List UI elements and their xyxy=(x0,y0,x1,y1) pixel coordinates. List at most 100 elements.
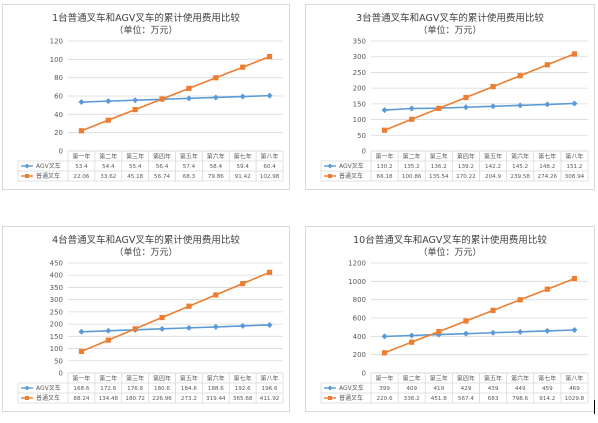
table-data-label: 88.24 xyxy=(73,396,89,402)
data-point-diamond xyxy=(159,325,166,332)
y-tick-label: 350 xyxy=(353,38,366,46)
x-category-label: 第四年 xyxy=(457,375,475,383)
table-data-label: 66.18 xyxy=(377,174,393,180)
legend-series-name: 普通叉车 xyxy=(339,172,363,180)
table-data-label: 439 xyxy=(488,386,499,392)
y-tick-label: 40 xyxy=(54,111,63,119)
data-point-square xyxy=(78,128,85,134)
table-data-label: 136.2 xyxy=(431,164,447,170)
y-tick-label: 0 xyxy=(362,370,366,378)
table-data-label: 798.6 xyxy=(512,396,528,402)
data-point-diamond xyxy=(571,327,578,334)
data-point-square xyxy=(517,297,523,303)
x-category-label: 第六年 xyxy=(511,375,529,383)
data-point-square xyxy=(436,105,442,112)
table-data-label: 319.44 xyxy=(206,396,226,402)
x-category-label: 第八年 xyxy=(565,375,583,383)
x-category-label: 第五年 xyxy=(180,375,198,383)
y-tick-label: 200 xyxy=(50,321,63,329)
x-category-label: 第三年 xyxy=(430,153,448,161)
table-data-label: 365.68 xyxy=(233,396,253,402)
x-category-label: 第四年 xyxy=(153,153,171,161)
y-tick-label: 150 xyxy=(50,333,63,341)
legend-series-name: AGV叉车 xyxy=(339,384,364,392)
data-point-square xyxy=(159,314,165,321)
data-point-diamond xyxy=(212,323,219,330)
y-tick-label: 350 xyxy=(50,284,63,292)
series-line xyxy=(384,53,575,131)
series-line xyxy=(81,55,270,132)
chart-panel-3-forklifts: 3台普通叉车和AGV叉车的累计使用费用比较 （单位：万元） 0 50 100 150 200… xyxy=(305,4,595,190)
legend-key-diamond xyxy=(24,163,30,169)
data-point-square xyxy=(159,96,165,102)
table-data-label: 220.6 xyxy=(377,396,393,402)
data-point-square xyxy=(571,276,578,282)
y-tick-label: 50 xyxy=(54,357,63,365)
y-tick-label: 450 xyxy=(50,260,63,268)
data-point-square xyxy=(132,326,138,332)
y-tick-label: 300 xyxy=(50,296,63,304)
legend-key-diamond xyxy=(327,385,333,391)
text-cursor-icon xyxy=(594,400,595,414)
data-point-diamond xyxy=(571,100,578,107)
data-point-square xyxy=(517,73,523,79)
table-data-label: 134.48 xyxy=(99,396,119,402)
data-point-diamond xyxy=(544,101,551,108)
x-category-label: 第一年 xyxy=(72,375,90,383)
x-category-label: 第八年 xyxy=(565,153,583,161)
table-data-label: 142.2 xyxy=(485,164,501,170)
data-point-diamond xyxy=(266,321,273,328)
y-tick-label: 0 xyxy=(59,370,63,378)
data-point-diamond xyxy=(212,94,219,101)
legend-series-name: AGV叉车 xyxy=(36,384,61,392)
data-point-square xyxy=(490,307,496,313)
data-point-square xyxy=(381,350,388,356)
data-point-diamond xyxy=(78,99,85,106)
data-point-square xyxy=(105,117,111,123)
x-category-label: 第六年 xyxy=(207,375,225,383)
table-data-label: 102.98 xyxy=(260,174,280,180)
table-data-label: 196.6 xyxy=(262,386,278,392)
y-tick-label: 0 xyxy=(362,148,366,156)
chart-panel-4-forklifts: 4台普通叉车和AGV叉车的累计使用费用比较 （单位：万元） 0 50 100 150 200… xyxy=(2,226,290,412)
y-tick-label: 800 xyxy=(353,296,366,304)
chart-svg: 3台普通叉车和AGV叉车的累计使用费用比较（单位：万元） 0 50 100 150 200… xyxy=(320,12,589,182)
y-tick-label: 600 xyxy=(353,315,366,323)
data-point-diamond xyxy=(105,327,112,334)
table-data-label: 172.6 xyxy=(100,386,116,392)
y-tick-label: 1200 xyxy=(348,260,366,268)
y-tick-label: 80 xyxy=(54,74,63,82)
y-tick-label: 200 xyxy=(353,85,366,93)
data-point-square xyxy=(186,303,192,309)
y-tick-label: 100 xyxy=(353,116,366,124)
data-point-diamond xyxy=(239,322,246,329)
data-point-diamond xyxy=(105,98,112,105)
table-data-label: 411.92 xyxy=(260,396,280,402)
data-point-square xyxy=(463,318,469,324)
data-point-square xyxy=(571,51,578,57)
table-data-label: 180.72 xyxy=(125,396,145,402)
table-data-label: 459 xyxy=(542,386,553,392)
x-category-label: 第二年 xyxy=(99,153,117,161)
table-data-label: 419 xyxy=(433,386,444,392)
x-category-label: 第七年 xyxy=(538,375,556,383)
data-point-diamond xyxy=(462,104,469,111)
series-line xyxy=(384,329,575,338)
data-point-square xyxy=(409,339,415,345)
data-point-diamond xyxy=(185,95,192,102)
table-data-label: 451.8 xyxy=(431,396,447,402)
table-data-label: 336.2 xyxy=(404,396,420,402)
table-data-label: 54.4 xyxy=(102,164,115,170)
legend-key-diamond xyxy=(327,163,333,169)
data-point-diamond xyxy=(381,333,388,340)
x-category-label: 第三年 xyxy=(126,375,144,383)
legend-key-square xyxy=(328,174,332,178)
y-tick-label: 50 xyxy=(357,132,366,140)
table-data-label: 914.2 xyxy=(539,396,555,402)
table-data-label: 274.26 xyxy=(538,174,558,180)
data-point-diamond xyxy=(490,103,497,110)
table-data-label: 59.4 xyxy=(236,164,249,170)
data-point-diamond xyxy=(517,328,524,335)
chart-subtitle: （单位：万元） xyxy=(114,246,177,258)
x-category-label: 第六年 xyxy=(207,153,225,161)
